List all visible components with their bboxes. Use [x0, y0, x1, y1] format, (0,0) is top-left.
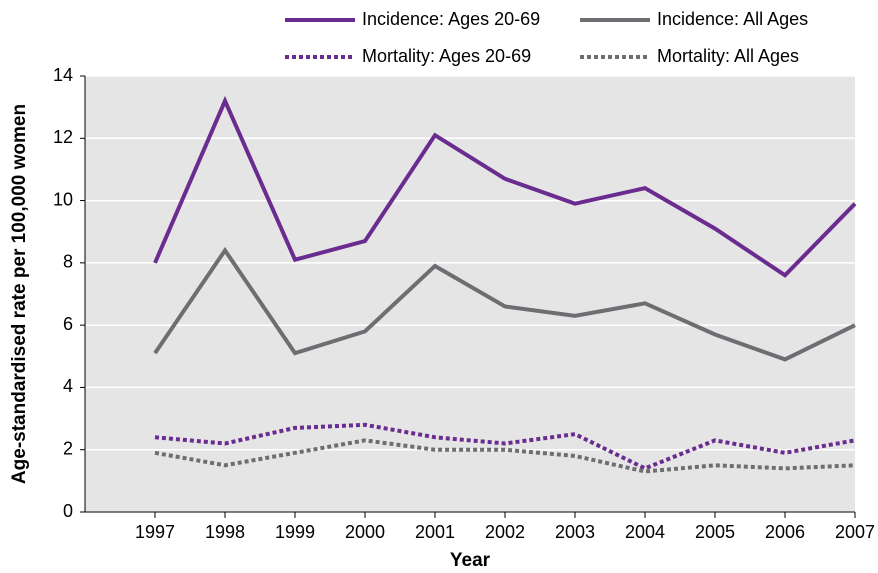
legend-label: Mortality: All Ages — [657, 46, 799, 66]
x-tick-label: 1999 — [275, 522, 315, 542]
x-tick-label: 2001 — [415, 522, 455, 542]
y-axis-label: Age-standardised rate per 100,000 women — [9, 104, 30, 484]
x-tick-label: 2002 — [485, 522, 525, 542]
line — [154, 422, 856, 471]
y-tick-label: 14 — [53, 65, 73, 85]
x-tick-label: 2000 — [345, 522, 385, 542]
y-tick-label: 10 — [53, 189, 73, 209]
y-tick-label: 8 — [63, 252, 73, 272]
legend-label: Incidence: All Ages — [657, 9, 808, 29]
y-tick-label: 2 — [63, 438, 73, 458]
x-tick-label: 2003 — [555, 522, 595, 542]
x-tick-label: 2004 — [625, 522, 665, 542]
legend-label: Incidence: Ages 20-69 — [362, 9, 540, 29]
x-tick-label: 1997 — [135, 522, 175, 542]
y-tick-label: 0 — [63, 501, 73, 521]
line — [153, 246, 856, 362]
legend-label: Mortality: Ages 20-69 — [362, 46, 531, 66]
y-tick-label: 12 — [53, 127, 73, 147]
x-axis-label: Year — [450, 550, 491, 571]
y-tick-label: 6 — [63, 314, 73, 334]
x-tick-label: 1998 — [205, 522, 245, 542]
line — [153, 95, 857, 278]
x-tick-label: 2007 — [835, 522, 875, 542]
x-tick-label: 2006 — [765, 522, 805, 542]
x-tick-label: 2005 — [695, 522, 735, 542]
line — [154, 438, 856, 474]
y-tick-label: 4 — [63, 376, 73, 396]
